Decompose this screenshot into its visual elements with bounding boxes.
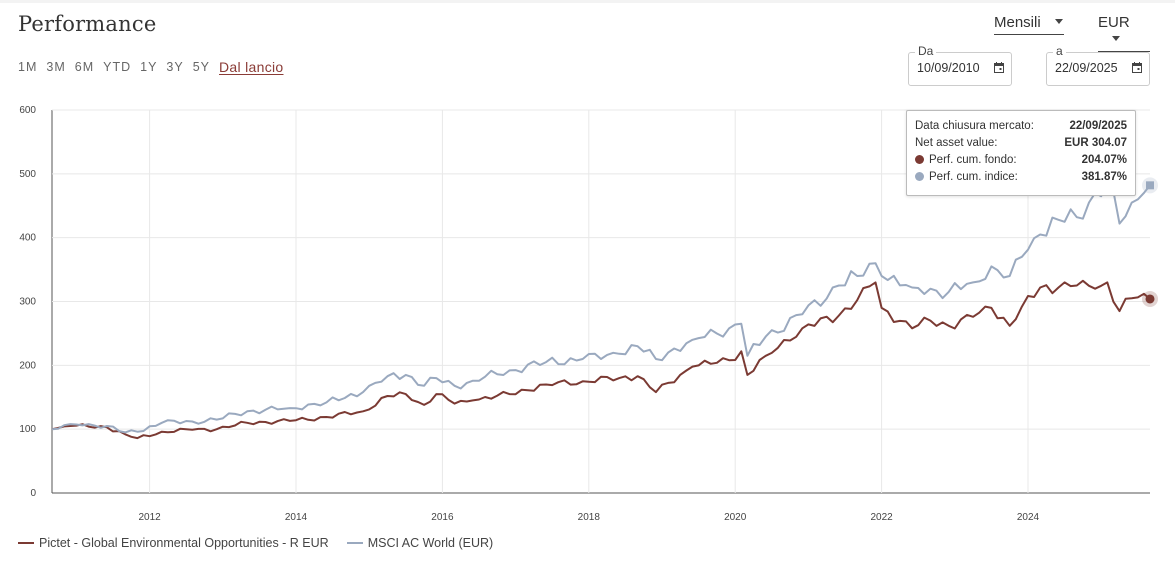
y-tick-label: 300 bbox=[19, 297, 36, 308]
tooltip-nav-value: EUR 304.07 bbox=[1064, 137, 1127, 149]
legend-swatch-index bbox=[346, 542, 363, 544]
range-6m[interactable]: 6M bbox=[74, 60, 95, 74]
legend-label-index: MSCI AC World (EUR) bbox=[367, 536, 494, 550]
top-divider bbox=[0, 0, 1175, 3]
x-axis: 2012 2014 2016 2018 2020 2022 2024 bbox=[138, 512, 1039, 523]
chart-tooltip: Data chiusura mercato: 22/09/2025 Net as… bbox=[906, 110, 1136, 196]
x-tick-label: 2022 bbox=[870, 512, 893, 523]
y-axis: 0 100 200 300 400 500 600 bbox=[19, 105, 36, 499]
series-line-index bbox=[51, 180, 1151, 434]
range-selector: 1M 3M 6M YTD 1Y 3Y 5Y Dal lancio bbox=[18, 59, 293, 75]
legend-swatch-fund bbox=[18, 542, 34, 544]
frequency-value: Mensili bbox=[994, 14, 1041, 31]
x-tick-label: 2012 bbox=[138, 512, 161, 523]
fund-dot-icon bbox=[915, 155, 924, 164]
tooltip-index-label: Perf. cum. indice: bbox=[929, 171, 1018, 183]
tooltip-fund-row: Perf. cum. fondo: 204.07% bbox=[915, 154, 1127, 166]
range-1y[interactable]: 1Y bbox=[140, 60, 158, 74]
x-tick-label: 2014 bbox=[285, 512, 308, 523]
index-dot-icon bbox=[915, 172, 924, 181]
tooltip-nav-label: Net asset value: bbox=[915, 137, 998, 149]
legend-label-fund: Pictet - Global Environmental Opportunit… bbox=[39, 536, 329, 550]
tooltip-fund-label: Perf. cum. fondo: bbox=[929, 154, 1017, 166]
calendar-icon[interactable] bbox=[1132, 62, 1142, 73]
calendar-icon[interactable] bbox=[994, 62, 1004, 73]
legend-item-fund[interactable]: Pictet - Global Environmental Opportunit… bbox=[18, 536, 329, 550]
x-tick-label: 2020 bbox=[724, 512, 747, 523]
series-line-fund bbox=[51, 279, 1151, 440]
from-date-label: Da bbox=[915, 44, 937, 58]
page-title: Performance bbox=[18, 12, 157, 36]
tooltip-nav-row: Net asset value: EUR 304.07 bbox=[915, 137, 1127, 149]
chart-lines bbox=[51, 180, 1151, 440]
legend-item-index[interactable]: MSCI AC World (EUR) bbox=[346, 536, 494, 550]
tooltip-date-value: 22/09/2025 bbox=[1069, 120, 1127, 132]
to-date-value: 22/09/2025 bbox=[1055, 61, 1118, 75]
y-tick-label: 200 bbox=[19, 360, 36, 371]
x-tick-label: 2018 bbox=[578, 512, 601, 523]
y-tick-label: 0 bbox=[30, 488, 36, 499]
range-3y[interactable]: 3Y bbox=[166, 60, 184, 74]
x-tick-label: 2024 bbox=[1017, 512, 1040, 523]
end-marker-fund bbox=[1145, 294, 1155, 304]
tooltip-index-row: Perf. cum. indice: 381.87% bbox=[915, 171, 1127, 183]
from-date-field[interactable]: Da 10/09/2010 bbox=[908, 44, 1012, 86]
range-3m[interactable]: 3M bbox=[46, 60, 66, 74]
y-tick-label: 400 bbox=[19, 233, 36, 244]
frequency-select[interactable]: Mensili bbox=[994, 14, 1064, 35]
x-tick-label: 2016 bbox=[431, 512, 454, 523]
range-5y[interactable]: 5Y bbox=[192, 60, 211, 74]
from-date-value: 10/09/2010 bbox=[917, 61, 980, 75]
y-tick-label: 500 bbox=[19, 169, 36, 180]
chevron-down-icon bbox=[1054, 18, 1063, 24]
tooltip-date-label: Data chiusura mercato: bbox=[915, 120, 1034, 132]
end-marker-index bbox=[1146, 181, 1154, 190]
chevron-down-icon bbox=[1112, 35, 1120, 41]
currency-select[interactable]: EUR bbox=[1098, 14, 1150, 52]
to-date-label: a bbox=[1053, 44, 1066, 58]
tooltip-index-value: 381.87% bbox=[1081, 171, 1127, 183]
chart-end-markers bbox=[1142, 177, 1158, 307]
tooltip-date-row: Data chiusura mercato: 22/09/2025 bbox=[915, 120, 1127, 132]
range-since-launch[interactable]: Dal lancio bbox=[219, 59, 284, 75]
to-date-field[interactable]: a 22/09/2025 bbox=[1046, 44, 1150, 86]
range-1m[interactable]: 1M bbox=[18, 60, 38, 74]
tooltip-fund-value: 204.07% bbox=[1081, 154, 1127, 166]
range-ytd[interactable]: YTD bbox=[103, 60, 132, 74]
chart-legend: Pictet - Global Environmental Opportunit… bbox=[18, 536, 511, 550]
y-tick-label: 100 bbox=[19, 424, 36, 435]
y-tick-label: 600 bbox=[19, 105, 36, 116]
currency-value: EUR bbox=[1098, 14, 1130, 31]
